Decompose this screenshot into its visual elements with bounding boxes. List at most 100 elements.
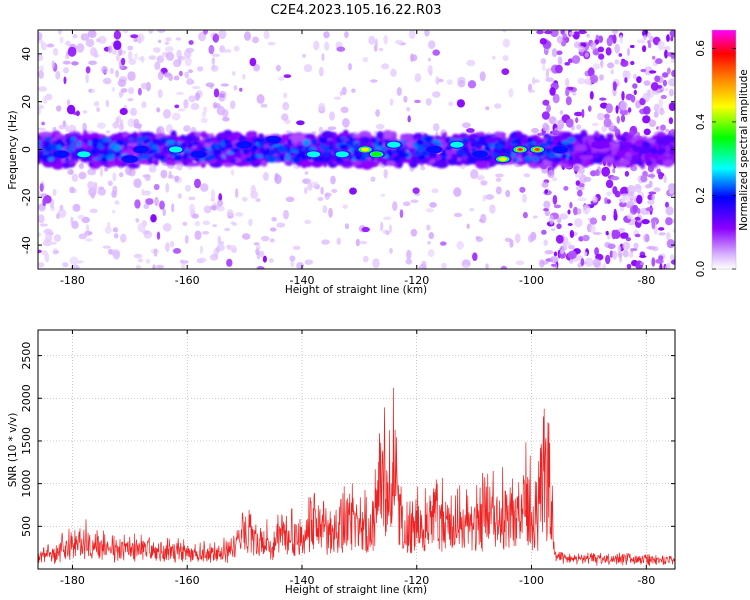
noise-speck: [57, 208, 67, 218]
noise-speck: [648, 191, 657, 195]
band-blob: [43, 154, 50, 159]
noise-speck: [71, 220, 79, 229]
band-blob: [113, 144, 122, 152]
band-blob: [242, 148, 250, 155]
noise-speck: [217, 243, 225, 252]
noise-speck: [56, 105, 62, 112]
noise-speck: [127, 50, 133, 61]
noise-speck: [576, 208, 582, 215]
band-blob: [511, 151, 516, 158]
noise-speck: [349, 187, 357, 195]
noise-speck: [658, 171, 664, 180]
noise-speck: [111, 87, 115, 92]
noise-speck: [627, 47, 630, 57]
band-blob: [226, 151, 234, 155]
noise-speck: [573, 206, 578, 216]
noise-speck: [666, 34, 670, 42]
noise-speck: [544, 189, 549, 194]
noise-speck: [340, 106, 349, 114]
noise-speck: [72, 203, 81, 212]
noise-speck: [42, 240, 52, 247]
noise-speck: [672, 228, 675, 233]
band-blob: [328, 144, 335, 151]
band-blob: [161, 139, 165, 144]
noise-speck: [62, 60, 71, 65]
snr-xlabel: Height of straight line (km): [285, 584, 427, 596]
noise-speck: [178, 108, 186, 112]
noise-speck: [38, 104, 45, 110]
band-blob: [311, 138, 318, 146]
noise-speck: [64, 41, 72, 46]
noise-speck: [73, 34, 78, 39]
noise-speck: [551, 176, 558, 182]
noise-speck: [128, 58, 136, 65]
noise-speck: [321, 239, 330, 245]
noise-speck: [112, 227, 119, 233]
noise-speck: [216, 105, 225, 116]
noise-speck: [646, 174, 656, 178]
band-blob: [85, 140, 89, 145]
noise-speck: [555, 234, 564, 244]
noise-speck: [229, 100, 236, 110]
noise-speck: [569, 201, 573, 209]
noise-speck: [540, 58, 547, 65]
band-blob: [166, 140, 175, 145]
noise-speck: [137, 87, 142, 96]
noise-speck: [553, 251, 558, 257]
noise-speck: [551, 263, 557, 267]
noise-speck: [171, 112, 181, 121]
spectrogram-ylabel: Frequency (Hz): [7, 110, 19, 189]
noise-speck: [667, 67, 671, 75]
band-blob: [562, 131, 572, 140]
noise-speck: [632, 83, 638, 89]
noise-speck: [186, 77, 192, 83]
noise-speck: [640, 68, 647, 73]
noise-speck: [208, 44, 215, 55]
noise-speck: [105, 130, 111, 134]
band-blob: [657, 154, 668, 161]
noise-speck: [210, 253, 219, 261]
noise-speck: [519, 186, 526, 193]
band-blob: [441, 132, 448, 137]
noise-speck: [263, 30, 270, 40]
noise-speck: [150, 214, 157, 223]
noise-speck: [171, 203, 175, 213]
noise-speck: [669, 30, 675, 38]
noise-speck: [602, 263, 606, 269]
colorbar-label: Normalized spectral amplitude: [738, 69, 750, 230]
noise-speck: [435, 76, 440, 85]
noise-speck: [557, 119, 565, 130]
noise-speck: [622, 241, 631, 251]
band-blob: [255, 154, 264, 159]
noise-speck: [380, 221, 384, 232]
noise-speck: [113, 30, 122, 40]
noise-speck: [38, 232, 42, 237]
colorbar-ticks: 0.0 0.2 0.4 0.6: [695, 40, 736, 277]
noise-speck: [69, 256, 79, 266]
noise-speck: [200, 183, 209, 192]
noise-speck: [194, 230, 202, 240]
noise-speck: [188, 95, 196, 103]
band-blob: [44, 139, 51, 147]
noise-speck: [658, 232, 666, 236]
noise-speck: [351, 88, 356, 93]
noise-speck: [289, 255, 296, 262]
band-blob: [446, 139, 450, 144]
noise-speck: [76, 110, 80, 117]
noise-speck: [668, 117, 674, 125]
noise-speck: [620, 186, 629, 196]
noise-speck: [532, 76, 536, 85]
noise-speck: [140, 82, 149, 90]
noise-speck: [653, 103, 660, 112]
noise-speck: [584, 209, 589, 215]
noise-speck: [304, 259, 313, 265]
band-blob: [213, 143, 220, 150]
band-blob: [641, 141, 651, 148]
noise-speck: [90, 88, 96, 93]
band-blob: [320, 137, 328, 144]
noise-speck: [647, 199, 655, 205]
band-blob: [606, 133, 614, 139]
noise-speck: [612, 250, 618, 260]
band-blob: [265, 147, 270, 153]
noise-speck: [275, 64, 281, 72]
